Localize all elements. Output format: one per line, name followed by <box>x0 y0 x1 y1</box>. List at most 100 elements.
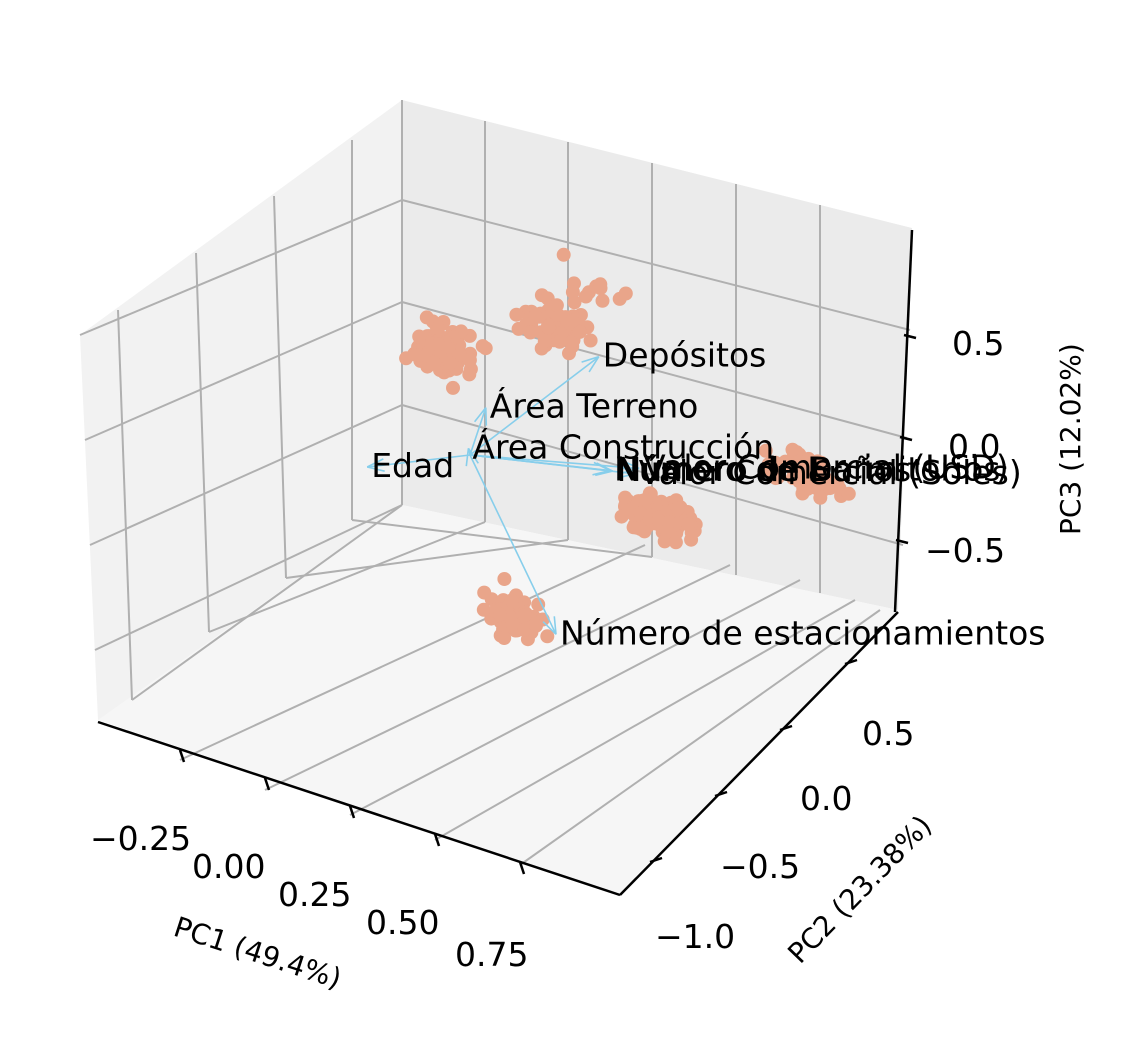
score-point <box>770 470 785 485</box>
loading-arrow-head <box>542 621 557 635</box>
back-pane <box>402 100 912 610</box>
pc1-axis-label: PC1 (49.4%) <box>170 910 346 995</box>
loading-arrow-head <box>617 473 635 479</box>
loading-arrow-head <box>581 355 600 363</box>
loading-label: Número de Baños <box>617 450 911 489</box>
score-point <box>562 346 576 361</box>
score-point <box>477 585 492 600</box>
score-point <box>785 442 800 457</box>
pc1-tick-label: 0.50 <box>366 903 439 942</box>
pc2-tick-label: 0.5 <box>862 714 914 753</box>
pc3-axis-line <box>893 229 914 613</box>
score-point <box>537 334 552 349</box>
score-point <box>632 521 646 535</box>
loading-label: Edad <box>371 446 454 485</box>
pc1-tick-label: −0.25 <box>90 819 191 858</box>
score-point <box>517 608 532 622</box>
score-point <box>668 535 683 550</box>
left-pane <box>80 100 402 720</box>
score-point <box>531 597 546 612</box>
loading-arrow-head <box>596 462 614 472</box>
score-point <box>583 333 598 348</box>
score-point <box>419 310 434 325</box>
score-point <box>553 333 568 348</box>
pc3-tick-label: 0.5 <box>952 324 1004 363</box>
loading-arrow-head <box>618 464 636 475</box>
score-point <box>595 293 610 308</box>
score-point <box>681 517 696 532</box>
score-point <box>475 339 490 354</box>
pc3-tick-label: 0.0 <box>948 427 1000 466</box>
loading-arrow-head <box>367 466 385 472</box>
pc3-axis-label: PC3 (12.02%) <box>1054 343 1087 535</box>
score-point <box>593 277 608 292</box>
loading-arrow-head <box>485 407 488 426</box>
gridlines <box>79 100 911 866</box>
score-point <box>541 320 556 335</box>
pc3-tick-label: −0.5 <box>925 531 1005 570</box>
loading-label: Área Construcción <box>472 426 774 466</box>
score-point <box>497 572 512 586</box>
score-point <box>517 622 532 637</box>
loading-arrow-head <box>595 470 613 477</box>
score-point <box>813 490 828 505</box>
loading-arrow-head <box>366 458 384 468</box>
score-point <box>825 476 840 491</box>
pc1-tick-label: 0.25 <box>278 875 351 914</box>
score-point <box>618 286 633 301</box>
score-point <box>797 472 812 486</box>
loading-arrow-head <box>588 356 600 373</box>
score-point <box>578 289 593 304</box>
loading-arrow-head <box>553 616 557 635</box>
loading-arrow-head <box>473 407 487 423</box>
pc2-axis-label: PC2 (23.38%) <box>781 809 938 970</box>
score-point <box>476 602 491 617</box>
score-point <box>462 367 477 382</box>
score-point <box>614 509 629 524</box>
score-point <box>657 534 672 549</box>
loading-arrow <box>469 454 613 472</box>
score-point <box>565 285 580 300</box>
pc1-tick-label: 0.75 <box>455 935 528 974</box>
loading-arrow <box>469 356 600 456</box>
loading-label: Número de estacionamientos <box>560 613 1045 652</box>
loading-label: Área Terreno <box>490 386 699 426</box>
pc2-tick-labels: 0.5 0.0 −0.5 −1.0 <box>655 714 914 956</box>
score-point <box>462 353 477 368</box>
pc2-tick-label: −1.0 <box>655 917 735 956</box>
pc2-axis-line <box>619 611 899 896</box>
loading-label: Valor Comercial (Soles) <box>639 453 1022 492</box>
pc2-tick-label: −0.5 <box>720 847 800 886</box>
score-point <box>446 380 460 395</box>
score-point <box>661 515 676 530</box>
loading-arrows <box>366 355 640 635</box>
loading-label: Número de Dormitorios <box>614 450 1000 489</box>
score-point <box>670 501 685 516</box>
score-points <box>399 247 856 647</box>
score-point <box>758 443 773 458</box>
score-point <box>841 486 856 501</box>
score-point <box>565 313 580 328</box>
score-point <box>431 337 446 352</box>
loading-arrow <box>469 407 487 456</box>
score-point <box>529 618 543 633</box>
score-point <box>509 307 524 322</box>
pc3-tick-labels: 0.5 0.0 −0.5 <box>925 324 1005 570</box>
score-point <box>770 459 784 474</box>
score-point <box>430 321 445 336</box>
score-point <box>540 629 555 644</box>
score-point <box>442 356 457 370</box>
loading-arrow-head <box>465 448 470 467</box>
axis-panes <box>80 100 912 895</box>
score-point <box>426 355 441 370</box>
loading-arrow <box>469 454 640 470</box>
score-point <box>549 298 564 313</box>
loading-label: Depósitos <box>603 336 767 375</box>
pc1-axis-line <box>97 720 621 897</box>
pc1-tick-label: 0.00 <box>192 847 265 886</box>
loading-label: Valor Comercial (USD) <box>643 447 1009 486</box>
score-point <box>412 329 427 344</box>
